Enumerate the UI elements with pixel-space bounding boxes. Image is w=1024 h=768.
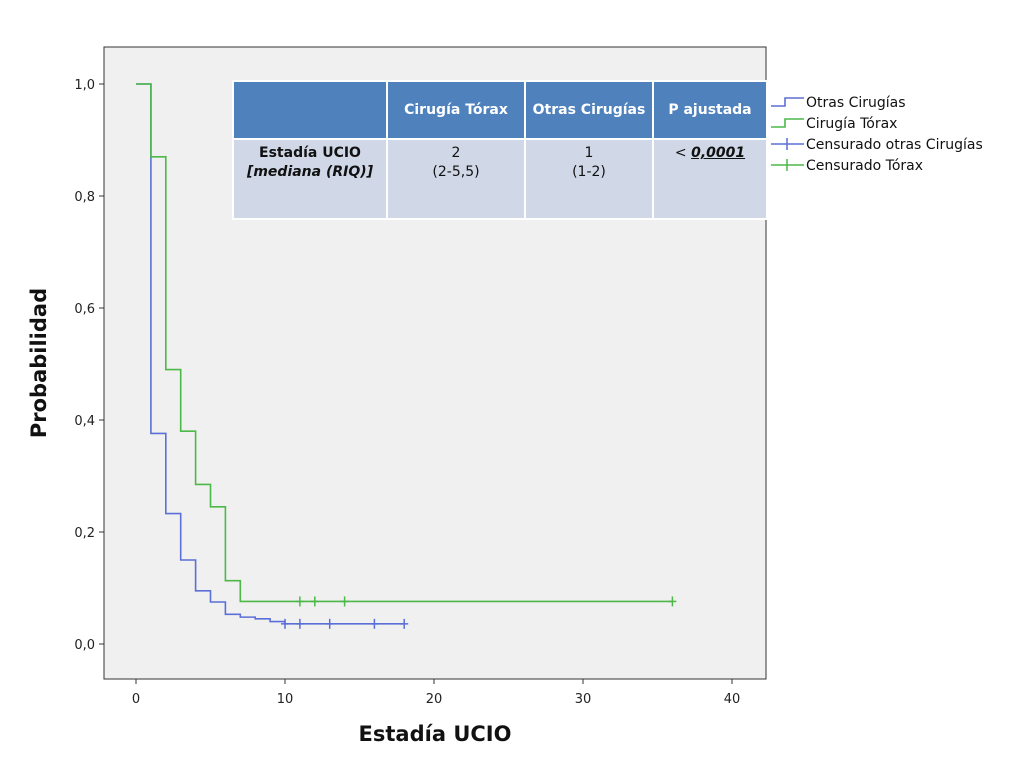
censor-mark	[325, 618, 334, 629]
x-tick-label: 20	[426, 692, 443, 707]
legend-label: Censurado Tórax	[806, 158, 923, 174]
censor-mark	[295, 596, 304, 607]
y-tick-label: 0,4	[74, 414, 95, 429]
table-header-torax: Cirugía Tórax	[388, 82, 524, 138]
series-layer	[136, 83, 677, 629]
censor-mark	[400, 618, 409, 629]
cell-otras-median: 1	[584, 145, 594, 161]
censor-mark	[340, 596, 349, 607]
censor-mark	[668, 596, 677, 607]
legend-item: Censurado otras Cirugías	[771, 137, 983, 153]
legend-label: Otras Cirugías	[806, 95, 906, 111]
x-tick-label: 10	[277, 692, 294, 707]
legend-label: Censurado otras Cirugías	[806, 137, 983, 153]
y-tick-label: 0,8	[74, 190, 95, 205]
censor-mark	[370, 618, 379, 629]
legend-item: Censurado Tórax	[771, 158, 923, 174]
table-header-p: P ajustada	[654, 82, 766, 138]
table-row: Estadía UCIO [mediana (RIQ)] 2 (2-5,5) 1…	[234, 140, 766, 218]
legend-item: Otras Cirugías	[771, 95, 906, 111]
p-prefix: <	[674, 145, 692, 161]
legend-label: Cirugía Tórax	[806, 116, 897, 132]
x-tick-label: 30	[575, 692, 592, 707]
stats-table: Cirugía Tórax Otras Cirugías P ajustada …	[232, 80, 768, 220]
table-row-label: Estadía UCIO [mediana (RIQ)]	[234, 140, 386, 218]
y-tick-label: 0,6	[74, 302, 95, 317]
y-tick-label: 0,2	[74, 526, 95, 541]
legend-swatch-line	[771, 118, 804, 128]
cell-torax-iqr: (2-5,5)	[432, 163, 480, 180]
y-tick-label: 0,0	[74, 638, 95, 653]
x-axis-title: Estadía UCIO	[359, 722, 512, 746]
axes: 0 10 20 30 40 0,0 0,2 0,4 0,6 0,8 1,0	[74, 78, 740, 707]
cell-torax: 2 (2-5,5)	[388, 140, 524, 218]
p-value: 0,0001	[691, 145, 746, 161]
series-line-0	[136, 83, 405, 625]
censor-mark	[295, 618, 304, 629]
y-tick-label: 1,0	[74, 78, 95, 93]
table-header-empty	[234, 82, 386, 138]
x-tick-label: 0	[132, 692, 140, 707]
legend: Otras Cirugías Cirugía Tórax Censurado otr…	[771, 95, 983, 174]
censor-mark	[310, 596, 319, 607]
cell-torax-median: 2	[451, 145, 461, 161]
row-label-sub: [mediana (RIQ)]	[246, 163, 374, 180]
row-label-main: Estadía UCIO	[259, 145, 361, 161]
censor-mark	[281, 618, 289, 629]
legend-swatch-line	[771, 97, 804, 107]
legend-item: Cirugía Tórax	[771, 116, 897, 132]
y-axis-title: Probabilidad	[27, 288, 51, 438]
x-tick-label: 40	[724, 692, 741, 707]
cell-otras: 1 (1-2)	[526, 140, 652, 218]
cell-p: < 0,0001	[654, 140, 766, 218]
table-header-row: Cirugía Tórax Otras Cirugías P ajustada	[234, 82, 766, 138]
cell-otras-iqr: (1-2)	[572, 163, 606, 180]
table-header-otras: Otras Cirugías	[526, 82, 652, 138]
series-line-1	[136, 83, 673, 603]
